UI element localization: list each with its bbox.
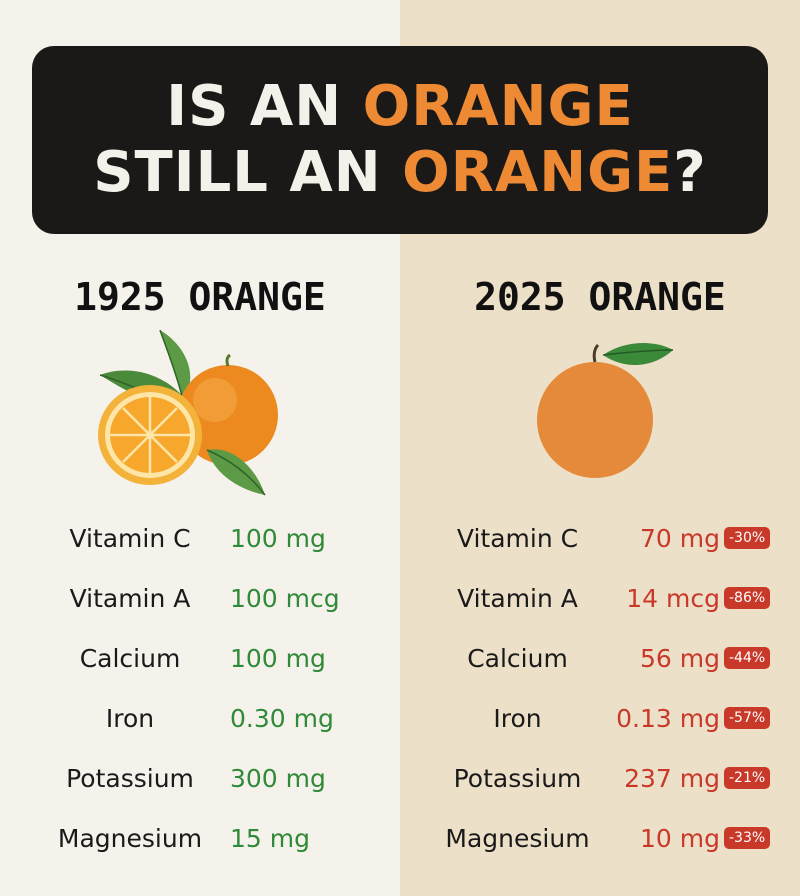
title-accent-word: ORANGE [402,140,674,205]
nutrient-row-2025: Magnesium 10 mg -33% [430,818,790,858]
nutrient-name: Potassium [66,763,194,793]
nutrient-name: Calcium [467,643,568,673]
nutrient-value: 15 mg [230,823,310,853]
nutrient-name: Magnesium [445,823,590,853]
orange-with-leaves-and-slice-icon [98,330,278,496]
change-badge: -21% [724,767,771,789]
nutrient-value: 0.30 mg [230,703,334,733]
title-question-mark: ? [673,140,707,205]
nutrient-row-2025: Vitamin C 70 mg -30% [430,518,790,558]
nutrient-row-1925: Magnesium 15 mg [40,818,390,858]
nutrient-value: 14 mcg [626,583,720,613]
plain-orange-icon [537,343,674,478]
nutrient-row-2025: Potassium 237 mg -21% [430,758,790,798]
nutrient-value: 300 mg [230,763,326,793]
title-line-1: IS AN ORANGE [166,74,634,140]
change-badge: -57% [724,707,771,729]
nutrient-name: Vitamin A [457,583,578,613]
nutrient-name: Vitamin C [456,523,579,553]
column-title-1925: 1925 ORANGE [74,275,326,319]
nutrient-row-2025: Vitamin A 14 mcg -86% [430,578,790,618]
nutrient-name: Calcium [79,643,181,673]
nutrient-name: Vitamin C [69,523,191,553]
title-text: IS AN [166,74,363,139]
nutrient-value: 237 mg [624,763,720,793]
nutrient-name: Vitamin A [69,583,191,613]
column-title-2025: 2025 ORANGE [474,275,726,319]
nutrient-value: 70 mg [640,523,720,553]
nutrient-row-2025: Iron 0.13 mg -57% [430,698,790,738]
nutrient-row-1925: Vitamin C 100 mg [40,518,390,558]
change-badge: -86% [724,587,771,609]
nutrient-row-2025: Calcium 56 mg -44% [430,638,790,678]
nutrient-name: Potassium [453,763,582,793]
nutrient-name: Iron [105,703,155,733]
nutrient-row-1925: Potassium 300 mg [40,758,390,798]
change-badge: -33% [724,827,771,849]
change-badge: -30% [724,527,771,549]
nutrient-value: 100 mg [230,523,326,553]
title-banner: IS AN ORANGE STILL AN ORANGE? [32,46,768,234]
nutrient-name: Iron [493,703,542,733]
title-line-2: STILL AN ORANGE? [93,140,707,206]
nutrient-row-1925: Vitamin A 100 mcg [40,578,390,618]
nutrient-value: 100 mcg [230,583,340,613]
nutrient-value: 0.13 mg [616,703,720,733]
nutrient-value: 10 mg [640,823,720,853]
title-accent-word: ORANGE [362,74,634,139]
nutrient-value: 100 mg [230,643,326,673]
change-badge: -44% [724,647,771,669]
nutrient-name: Magnesium [57,823,203,853]
title-text: STILL AN [93,140,403,205]
nutrient-row-1925: Iron 0.30 mg [40,698,390,738]
nutrient-value: 56 mg [640,643,720,673]
nutrient-row-1925: Calcium 100 mg [40,638,390,678]
